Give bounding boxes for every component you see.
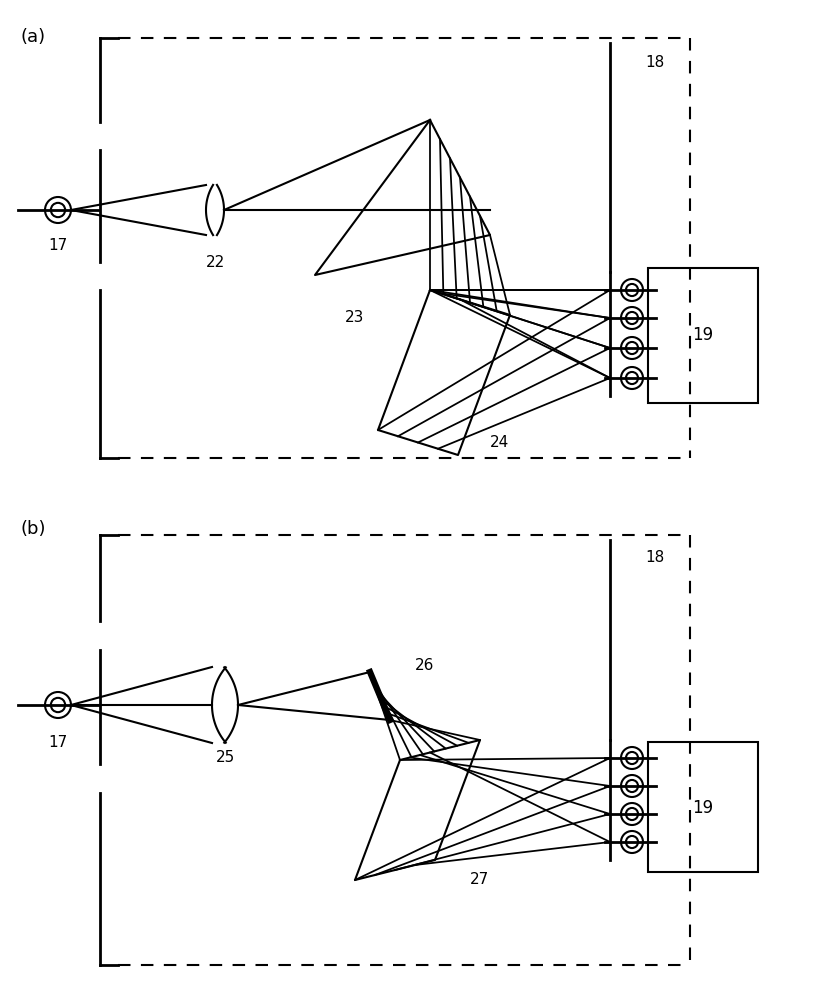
Text: 18: 18 <box>645 55 664 70</box>
Text: 19: 19 <box>693 799 714 817</box>
Text: 26: 26 <box>415 658 434 673</box>
Text: 24: 24 <box>490 435 509 450</box>
Text: 25: 25 <box>215 750 235 765</box>
Text: 27: 27 <box>470 872 489 887</box>
Text: 22: 22 <box>206 255 224 270</box>
Bar <box>648 742 758 872</box>
Text: (b): (b) <box>20 520 46 538</box>
Text: 19: 19 <box>693 326 714 344</box>
Text: 17: 17 <box>49 238 67 253</box>
Text: 18: 18 <box>645 550 664 565</box>
Text: 23: 23 <box>345 310 364 325</box>
Text: (a): (a) <box>20 28 46 46</box>
Bar <box>648 268 758 403</box>
Text: 17: 17 <box>49 735 67 750</box>
